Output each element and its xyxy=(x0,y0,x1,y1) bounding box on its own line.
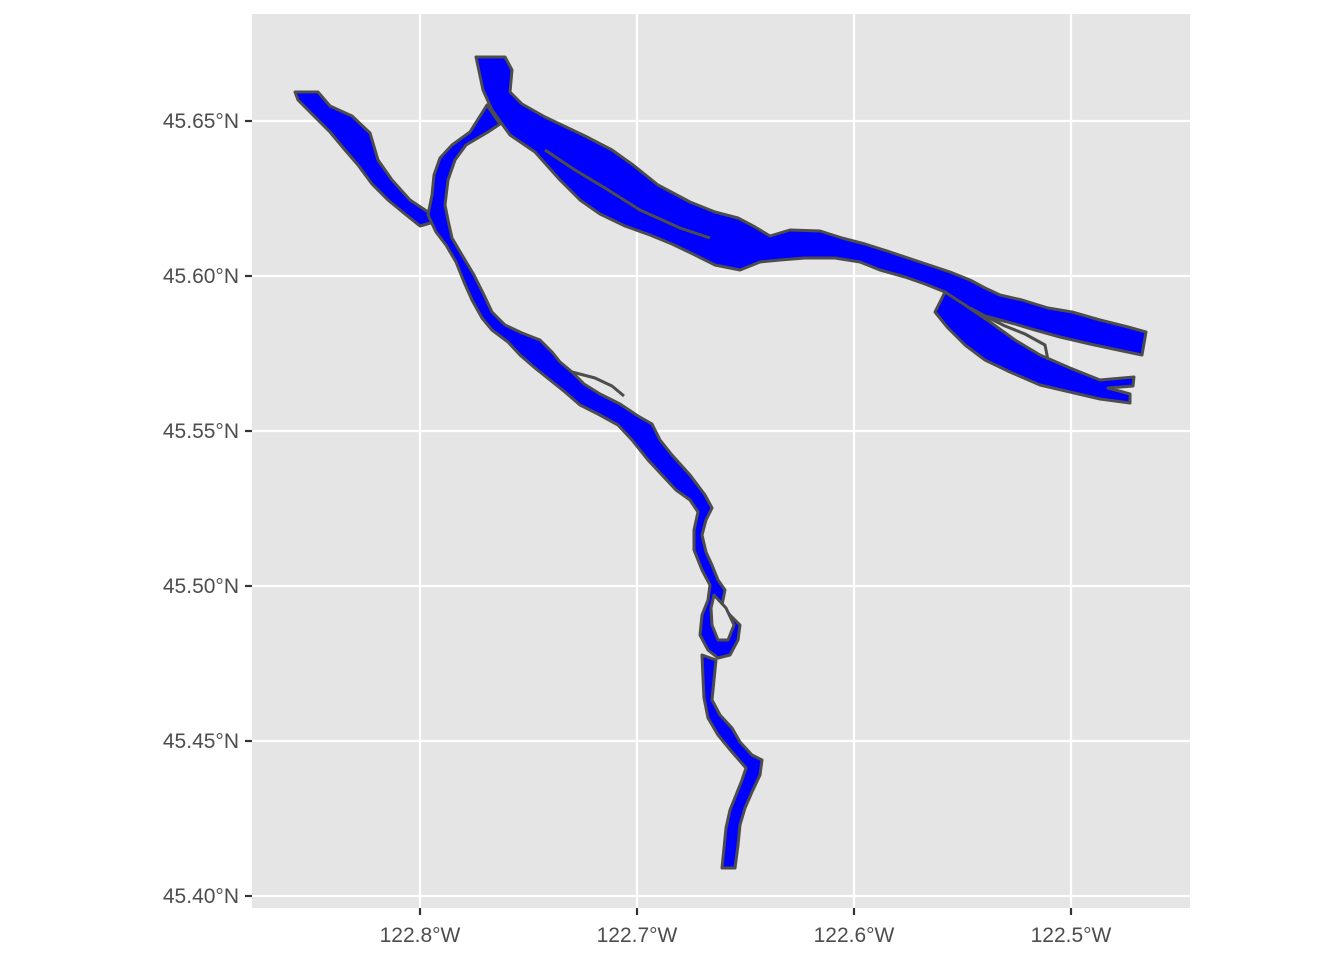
government-island-slough xyxy=(544,148,711,240)
river-polygons xyxy=(293,55,1148,870)
x-axis: 122.8°W 122.7°W 122.6°W 122.5°W xyxy=(380,908,1112,947)
y-tick-label: 45.65°N xyxy=(163,110,239,133)
plot-panel xyxy=(252,14,1190,908)
y-tick-label: 45.40°N xyxy=(163,885,239,908)
columbia-river-main-channel xyxy=(474,55,1148,357)
y-axis: 45.65°N 45.60°N 45.55°N 45.50°N 45.45°N 45.40… xyxy=(163,110,252,908)
multnomah-channel xyxy=(293,90,436,228)
y-tick-label: 45.50°N xyxy=(163,575,239,598)
willamette-river-upper xyxy=(426,103,742,660)
y-tick-label: 45.45°N xyxy=(163,730,239,753)
y-tick-label: 45.60°N xyxy=(163,265,239,288)
columbia-river-south-arm xyxy=(933,290,1136,405)
x-tick-label: 122.5°W xyxy=(1031,924,1112,947)
willamette-river-lower xyxy=(700,653,764,870)
x-tick-label: 122.7°W xyxy=(597,924,678,947)
y-tick-label: 45.55°N xyxy=(163,420,239,443)
x-tick-label: 122.8°W xyxy=(380,924,461,947)
columbia-slough-east xyxy=(984,314,1050,361)
x-tick-label: 122.6°W xyxy=(814,924,895,947)
willamette-side-channel xyxy=(571,370,625,398)
ross-island xyxy=(709,593,736,642)
